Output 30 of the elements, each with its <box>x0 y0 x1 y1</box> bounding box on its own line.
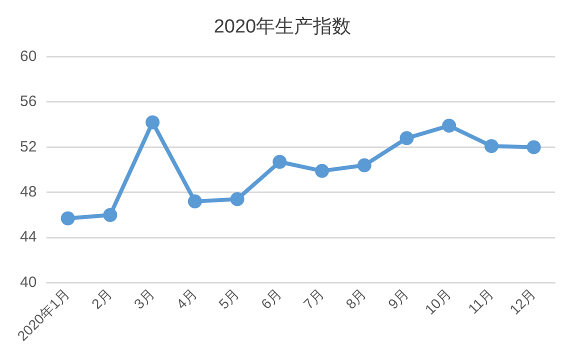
point <box>103 208 118 222</box>
point <box>60 211 75 226</box>
point <box>146 115 160 130</box>
x-tick-label: 3月 <box>130 285 158 312</box>
point <box>484 139 498 154</box>
y-tick-label: 44 <box>20 228 37 246</box>
y-tick-label: 40 <box>20 274 37 291</box>
point <box>272 154 287 169</box>
x-tick-label: 5月 <box>215 285 242 312</box>
x-tick-label: 2月 <box>88 285 116 312</box>
point <box>357 158 372 172</box>
y-tick-label: 60 <box>20 48 37 65</box>
point <box>442 118 456 133</box>
point <box>188 194 202 208</box>
x-tick-label: 10月 <box>422 285 454 318</box>
x-tick-label: 11月 <box>464 285 496 317</box>
x-tick-label: 6月 <box>258 285 285 312</box>
x-tick-label: 12月 <box>506 285 539 318</box>
point <box>315 164 330 178</box>
point <box>400 131 414 146</box>
chart-title: 2020年生产指数 <box>214 16 352 38</box>
y-tick-label: 56 <box>20 93 37 110</box>
x-tick-label: 8月 <box>342 285 370 312</box>
x-tick-label: 7月 <box>300 285 327 312</box>
point <box>526 140 541 154</box>
x-tick-label: 9月 <box>384 285 412 312</box>
point <box>230 192 244 206</box>
y-tick-label: 48 <box>20 184 37 201</box>
y-tick-label: 52 <box>20 138 37 156</box>
x-tick-label: 4月 <box>173 285 200 312</box>
